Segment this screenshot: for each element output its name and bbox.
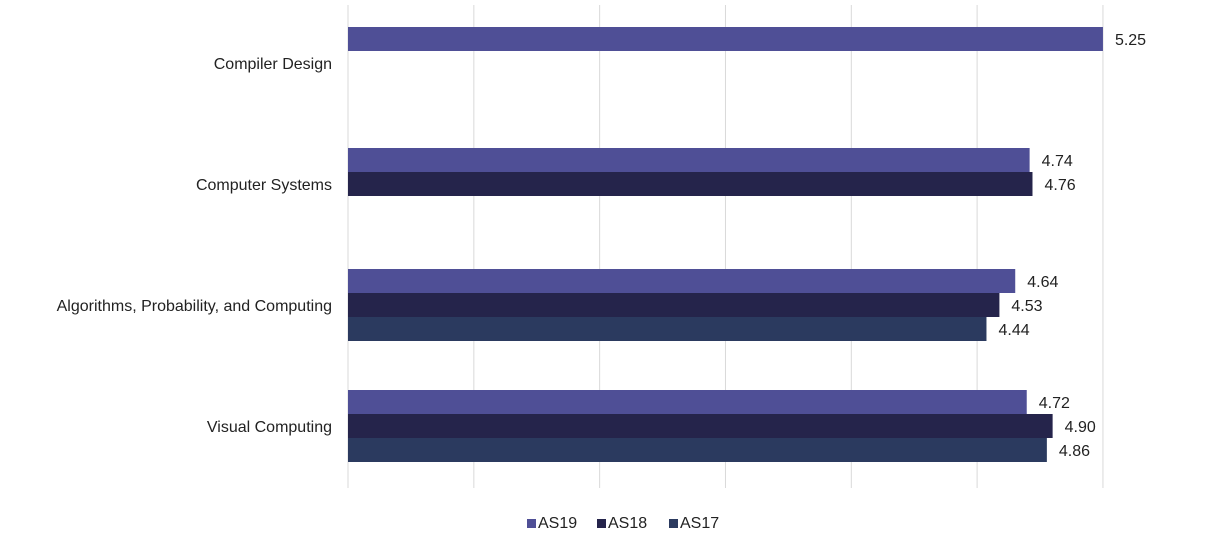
data-label: 4.74: [1042, 153, 1073, 170]
data-label: 4.44: [998, 322, 1029, 339]
category-labels: Compiler Design Computer Systems Algorithm…: [57, 56, 332, 436]
data-label: 4.76: [1044, 177, 1075, 194]
bar: [348, 293, 1000, 317]
category-label: Visual Computing: [207, 419, 332, 436]
legend-swatch: [527, 519, 536, 528]
bar: [348, 390, 1027, 414]
bar: [348, 148, 1030, 172]
bars: [348, 27, 1103, 462]
category-label: Algorithms, Probability, and Computing: [57, 298, 332, 315]
bar: [348, 269, 1016, 293]
legend-swatch: [597, 519, 606, 528]
legend-label: AS17: [680, 515, 719, 532]
legend-swatch: [669, 519, 678, 528]
legend: AS19 AS18 AS17: [527, 515, 719, 532]
value-labels: 5.25 4.74 4.76 4.64 4.53 4.44 4.72 4.90 4.86: [998, 32, 1146, 460]
bar: [348, 27, 1103, 51]
data-label: 4.86: [1059, 443, 1090, 460]
category-label: Computer Systems: [196, 177, 332, 194]
data-label: 4.90: [1065, 419, 1096, 436]
gridlines: [347, 5, 1104, 488]
data-label: 5.25: [1115, 32, 1146, 49]
legend-label: AS19: [538, 515, 577, 532]
data-label: 4.64: [1027, 274, 1058, 291]
bar: [348, 172, 1033, 196]
category-label: Compiler Design: [214, 56, 332, 73]
bar: [348, 317, 987, 341]
bar: [348, 414, 1053, 438]
legend-label: AS18: [608, 515, 647, 532]
bar: [348, 438, 1047, 462]
data-label: 4.72: [1039, 395, 1070, 412]
data-label: 4.53: [1011, 298, 1042, 315]
